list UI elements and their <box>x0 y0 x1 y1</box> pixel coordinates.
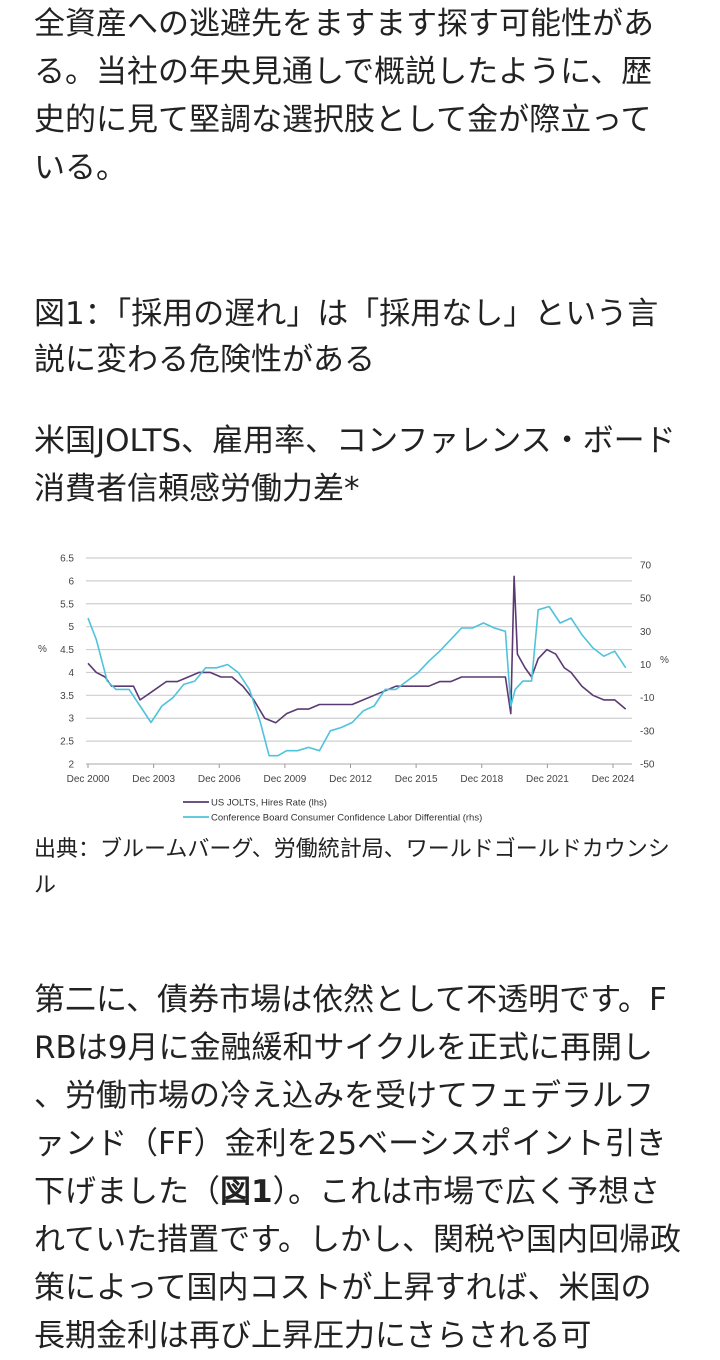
series-line-1 <box>87 575 627 724</box>
y-tick-label-left: 4 <box>68 668 74 679</box>
figure-reference: 図1 <box>220 1174 273 1210</box>
y-tick-label-right: -10 <box>640 693 655 704</box>
y-tick-label-left: 6 <box>68 576 74 587</box>
y-tick-label-left: 6.5 <box>60 554 74 565</box>
figure-label: 図1 <box>34 296 85 332</box>
paragraph-text: 第二に、債券市場は依然として不透明です。FRBは9月に金融緩和サイクルを正式に再… <box>34 982 667 1210</box>
body-paragraph: 全資産への逃避先をますます探す可能性がある。当社の年央見通しで概説したように、歴… <box>34 6 654 186</box>
y-tick-label-left: 4.5 <box>60 645 74 656</box>
y-tick-label-right: 10 <box>640 660 652 671</box>
line-chart: 6.5 6 5.5 5 4.5 4 3.5 3 2.5 2 70 50 30 10 -10 -30 -50 D… <box>38 554 669 824</box>
x-tick-label: Dec 2003 <box>132 774 175 785</box>
y-tick-label-right: 70 <box>640 561 652 572</box>
y-axis-right-label: % <box>660 655 669 666</box>
x-tick-label: Dec 2000 <box>67 774 110 785</box>
y-tick-label-right: -50 <box>640 760 655 771</box>
x-tick-label: Dec 2009 <box>263 774 306 785</box>
y-tick-label-right: 50 <box>640 594 652 605</box>
x-tick-label: Dec 2024 <box>592 774 635 785</box>
legend-label: Conference Board Consumer Confidence Lab… <box>211 813 482 824</box>
series-line-2 <box>87 605 627 757</box>
y-axis-left-label: % <box>38 644 47 655</box>
x-tick-label: Dec 2021 <box>526 774 569 785</box>
y-tick-label-left: 3.5 <box>60 691 74 702</box>
figure-title-text: ：「採用の遅れ」は「採用なし」という言説に変わる危険性がある <box>34 296 659 378</box>
x-tick-label: Dec 2018 <box>460 774 503 785</box>
body-paragraph: 第二に、債券市場は依然として不透明です。FRBは9月に金融緩和サイクルを正式に再… <box>34 976 682 1360</box>
figure-title: 図1：「採用の遅れ」は「採用なし」という言説に変わる危険性がある <box>34 291 682 383</box>
y-tick-label-left: 3 <box>68 714 74 725</box>
x-tick-label: Dec 2006 <box>198 774 241 785</box>
legend-label: US JOLTS, Hires Rate (lhs) <box>211 798 327 809</box>
x-tick-label: Dec 2015 <box>395 774 438 785</box>
y-tick-label-left: 5 <box>68 622 74 633</box>
y-tick-label-right: -30 <box>640 726 655 737</box>
x-tick-label: Dec 2012 <box>329 774 372 785</box>
paragraph-text: ）。これは市場で広く予想されていた措置です。しかし、関税や国内回帰政策によって国… <box>34 1174 681 1354</box>
y-tick-label-right: 30 <box>640 627 652 638</box>
chart-subtitle: 米国JOLTS、雇用率、コンファレンス・ボード消費者信頼感労働力差* <box>34 423 676 507</box>
chart-source: 出典：ブルームバーグ、労働統計局、ワールドゴールドカウンシル <box>34 837 670 898</box>
y-tick-label-left: 2 <box>68 760 74 771</box>
y-tick-label-left: 2.5 <box>60 737 74 748</box>
y-tick-label-left: 5.5 <box>60 599 74 610</box>
